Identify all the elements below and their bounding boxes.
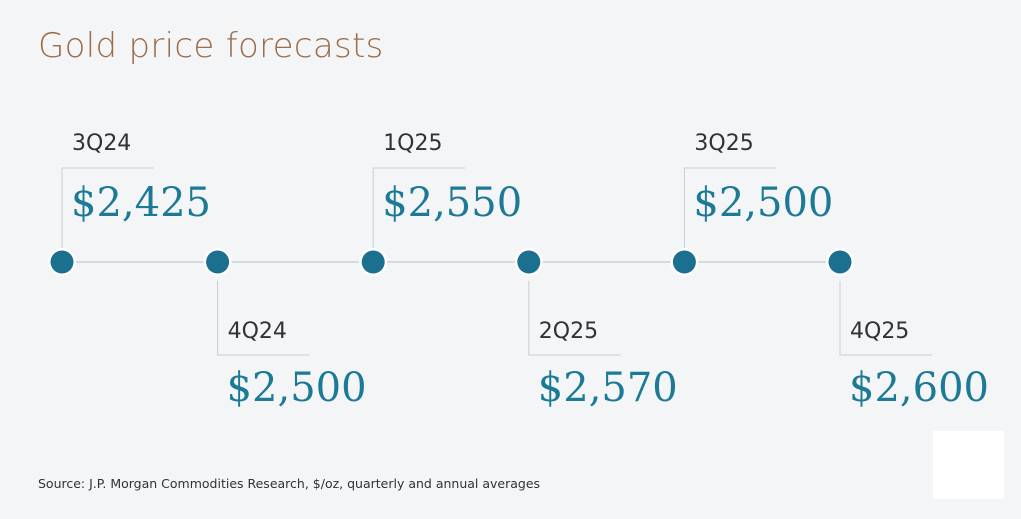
dot-1q25 xyxy=(361,250,385,274)
quarter-label-1q25: 1Q25 xyxy=(383,131,442,156)
quarter-label-2q25: 2Q25 xyxy=(539,319,598,344)
dot-4q24 xyxy=(206,250,230,274)
value-label-4q24: $2,500 xyxy=(227,365,367,411)
bracket-1q25 xyxy=(372,167,466,248)
value-label-2q25: $2,570 xyxy=(538,365,678,411)
dot-3q24 xyxy=(50,250,74,274)
corner-placeholder xyxy=(933,431,1004,499)
dot-3q25 xyxy=(672,250,696,274)
bracket-3q25 xyxy=(683,167,777,248)
bracket-4q24 xyxy=(217,281,310,356)
quarter-label-3q25: 3Q25 xyxy=(694,131,753,156)
value-label-3q24: $2,425 xyxy=(71,180,211,226)
source-note: Source: J.P. Morgan Commodities Research… xyxy=(38,476,541,491)
quarter-label-4q24: 4Q24 xyxy=(228,319,287,344)
bracket-4q25 xyxy=(839,281,932,356)
quarter-label-3q24: 3Q24 xyxy=(72,131,131,156)
value-label-4q25: $2,600 xyxy=(849,365,989,411)
value-label-1q25: $2,550 xyxy=(382,180,522,226)
value-label-3q25: $2,500 xyxy=(693,180,833,226)
bracket-3q24 xyxy=(61,167,154,248)
dot-4q25 xyxy=(828,250,852,274)
chart-title: Gold price forecasts xyxy=(38,26,384,66)
quarter-label-4q25: 4Q25 xyxy=(850,319,909,344)
bracket-2q25 xyxy=(528,281,621,356)
dot-2q25 xyxy=(517,250,541,274)
